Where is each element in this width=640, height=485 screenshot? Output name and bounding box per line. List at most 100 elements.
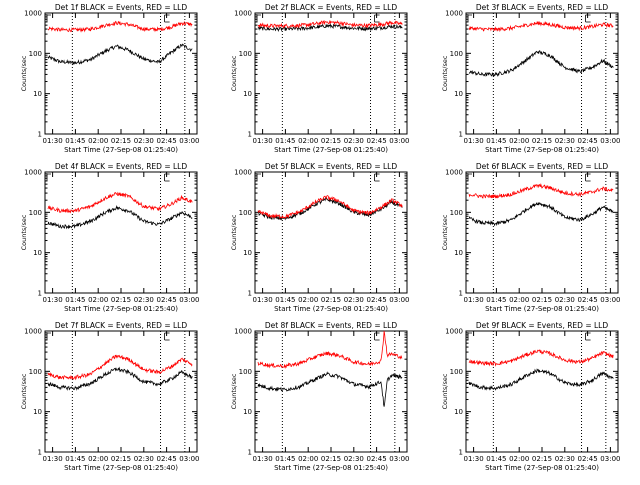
panel-title: Det 2f BLACK = Events, RED = LLD [265,3,398,12]
plot-frame [44,171,198,294]
flag-marker [256,332,261,340]
x-tick-label: 01:45 [486,455,506,463]
y-tick-label: 100 [29,368,42,376]
y-tick-label: 1000 [234,328,252,336]
x-tick-label: 03:00 [179,137,199,145]
x-tick-label: 02:15 [111,296,131,304]
x-tick-label: 01:30 [464,137,484,145]
x-tick-label: 01:45 [275,296,295,304]
panel-title: Det 5f BLACK = Events, RED = LLD [265,162,398,171]
x-axis-label: Start Time (27-Sep-08 01:25:40) [274,146,388,154]
x-tick-label: 02:00 [88,455,108,463]
plot-frame [465,330,619,453]
x-tick-label: 01:45 [65,296,85,304]
flag-marker [374,173,380,182]
x-tick-label: 01:30 [43,296,63,304]
panel-title: Det 9f BLACK = Events, RED = LLD [476,321,609,330]
x-tick-label: 02:30 [555,137,575,145]
flag-marker [46,14,51,22]
series-line-lld [257,19,403,29]
x-tick-label: 02:45 [578,455,598,463]
panel-2: Det 2f BLACK = Events, RED = LLD 1 10 100 10… [230,3,409,154]
flag-marker [164,173,170,182]
x-tick-label: 02:00 [509,137,529,145]
flag-marker [374,332,380,341]
x-tick-label: 03:00 [389,137,409,145]
y-tick-label: 10 [33,408,42,416]
x-tick-label: 01:45 [275,455,295,463]
series-line-lld [257,330,403,370]
y-tick-label: 10 [454,90,463,98]
series-line-events [468,368,614,391]
x-tick-label: 02:15 [532,455,552,463]
x-tick-label: 02:15 [321,455,341,463]
x-tick-label: 02:00 [298,296,318,304]
y-axis-label: Counts/sec [20,214,28,250]
y-tick-label: 1 [248,131,252,139]
flag-marker [585,173,591,182]
y-tick-label: 1 [459,449,463,457]
x-tick-label: 02:45 [578,137,598,145]
x-tick-label: 02:30 [344,455,364,463]
y-axis-label: Counts/sec [20,55,28,91]
y-tick-label: 100 [239,368,252,376]
series-line-lld [47,191,193,214]
y-tick-label: 1000 [24,169,42,177]
x-tick-label: 02:45 [157,296,177,304]
flag-marker [256,14,261,22]
x-tick-label: 01:45 [65,455,85,463]
x-tick-label: 02:15 [111,455,131,463]
x-axis-label: Start Time (27-Sep-08 01:25:40) [274,464,388,472]
x-tick-label: 02:30 [344,296,364,304]
y-tick-label: 1000 [234,10,252,18]
x-axis-label: Start Time (27-Sep-08 01:25:40) [64,146,178,154]
plot-frame [44,330,198,453]
y-tick-label: 1000 [445,10,463,18]
y-tick-label: 100 [29,50,42,58]
series-line-lld [468,183,614,199]
y-tick-label: 10 [243,90,252,98]
y-tick-label: 10 [243,408,252,416]
y-tick-label: 100 [29,209,42,217]
plot-frame [254,171,408,294]
y-tick-label: 100 [450,368,463,376]
y-axis-label: Counts/sec [441,373,449,409]
y-axis-label: Counts/sec [441,55,449,91]
x-axis-label: Start Time (27-Sep-08 01:25:40) [274,305,388,313]
x-tick-label: 02:30 [555,296,575,304]
x-tick-label: 01:30 [253,455,273,463]
y-axis-label: Counts/sec [20,373,28,409]
x-tick-label: 01:45 [486,137,506,145]
x-tick-label: 02:15 [532,296,552,304]
y-axis-label: Counts/sec [230,373,238,409]
y-tick-label: 10 [33,90,42,98]
x-tick-label: 02:00 [509,296,529,304]
x-tick-label: 02:45 [367,455,387,463]
panel-title: Det 8f BLACK = Events, RED = LLD [265,321,398,330]
flag-marker [164,14,170,23]
x-tick-label: 02:30 [134,455,154,463]
x-tick-label: 02:15 [532,137,552,145]
flag-marker [585,332,591,341]
x-tick-label: 02:30 [134,137,154,145]
x-tick-label: 03:00 [389,296,409,304]
series-line-lld [468,20,614,32]
flag-marker [467,173,472,181]
x-tick-label: 01:30 [253,137,273,145]
x-tick-label: 03:00 [600,137,620,145]
x-tick-label: 02:45 [157,137,177,145]
x-tick-label: 02:45 [157,455,177,463]
flag-marker [256,173,261,181]
y-tick-label: 1000 [234,169,252,177]
panel-1: Det 1f BLACK = Events, RED = LLD 1 10 100 10… [20,3,199,154]
y-tick-label: 100 [450,209,463,217]
flag-marker [467,14,472,22]
panel-title: Det 7f BLACK = Events, RED = LLD [55,321,188,330]
y-axis-label: Counts/sec [230,214,238,250]
x-axis-label: Start Time (27-Sep-08 01:25:40) [64,464,178,472]
series-line-events [257,23,403,33]
series-line-events [468,202,614,227]
series-line-lld [468,348,614,367]
x-tick-label: 01:30 [464,455,484,463]
